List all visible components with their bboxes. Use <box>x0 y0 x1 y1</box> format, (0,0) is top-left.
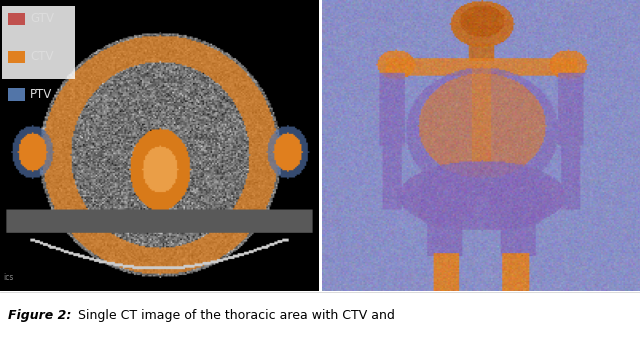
Bar <box>8 13 26 25</box>
Bar <box>8 89 26 101</box>
FancyBboxPatch shape <box>2 6 76 79</box>
Text: GTV: GTV <box>30 12 54 25</box>
Text: Figure 2:: Figure 2: <box>8 310 71 322</box>
Text: PTV: PTV <box>30 88 52 101</box>
Text: ics: ics <box>3 273 13 282</box>
Bar <box>8 51 26 63</box>
Text: Single CT image of the thoracic area with CTV and: Single CT image of the thoracic area wit… <box>74 310 394 322</box>
Text: CTV: CTV <box>30 50 54 63</box>
